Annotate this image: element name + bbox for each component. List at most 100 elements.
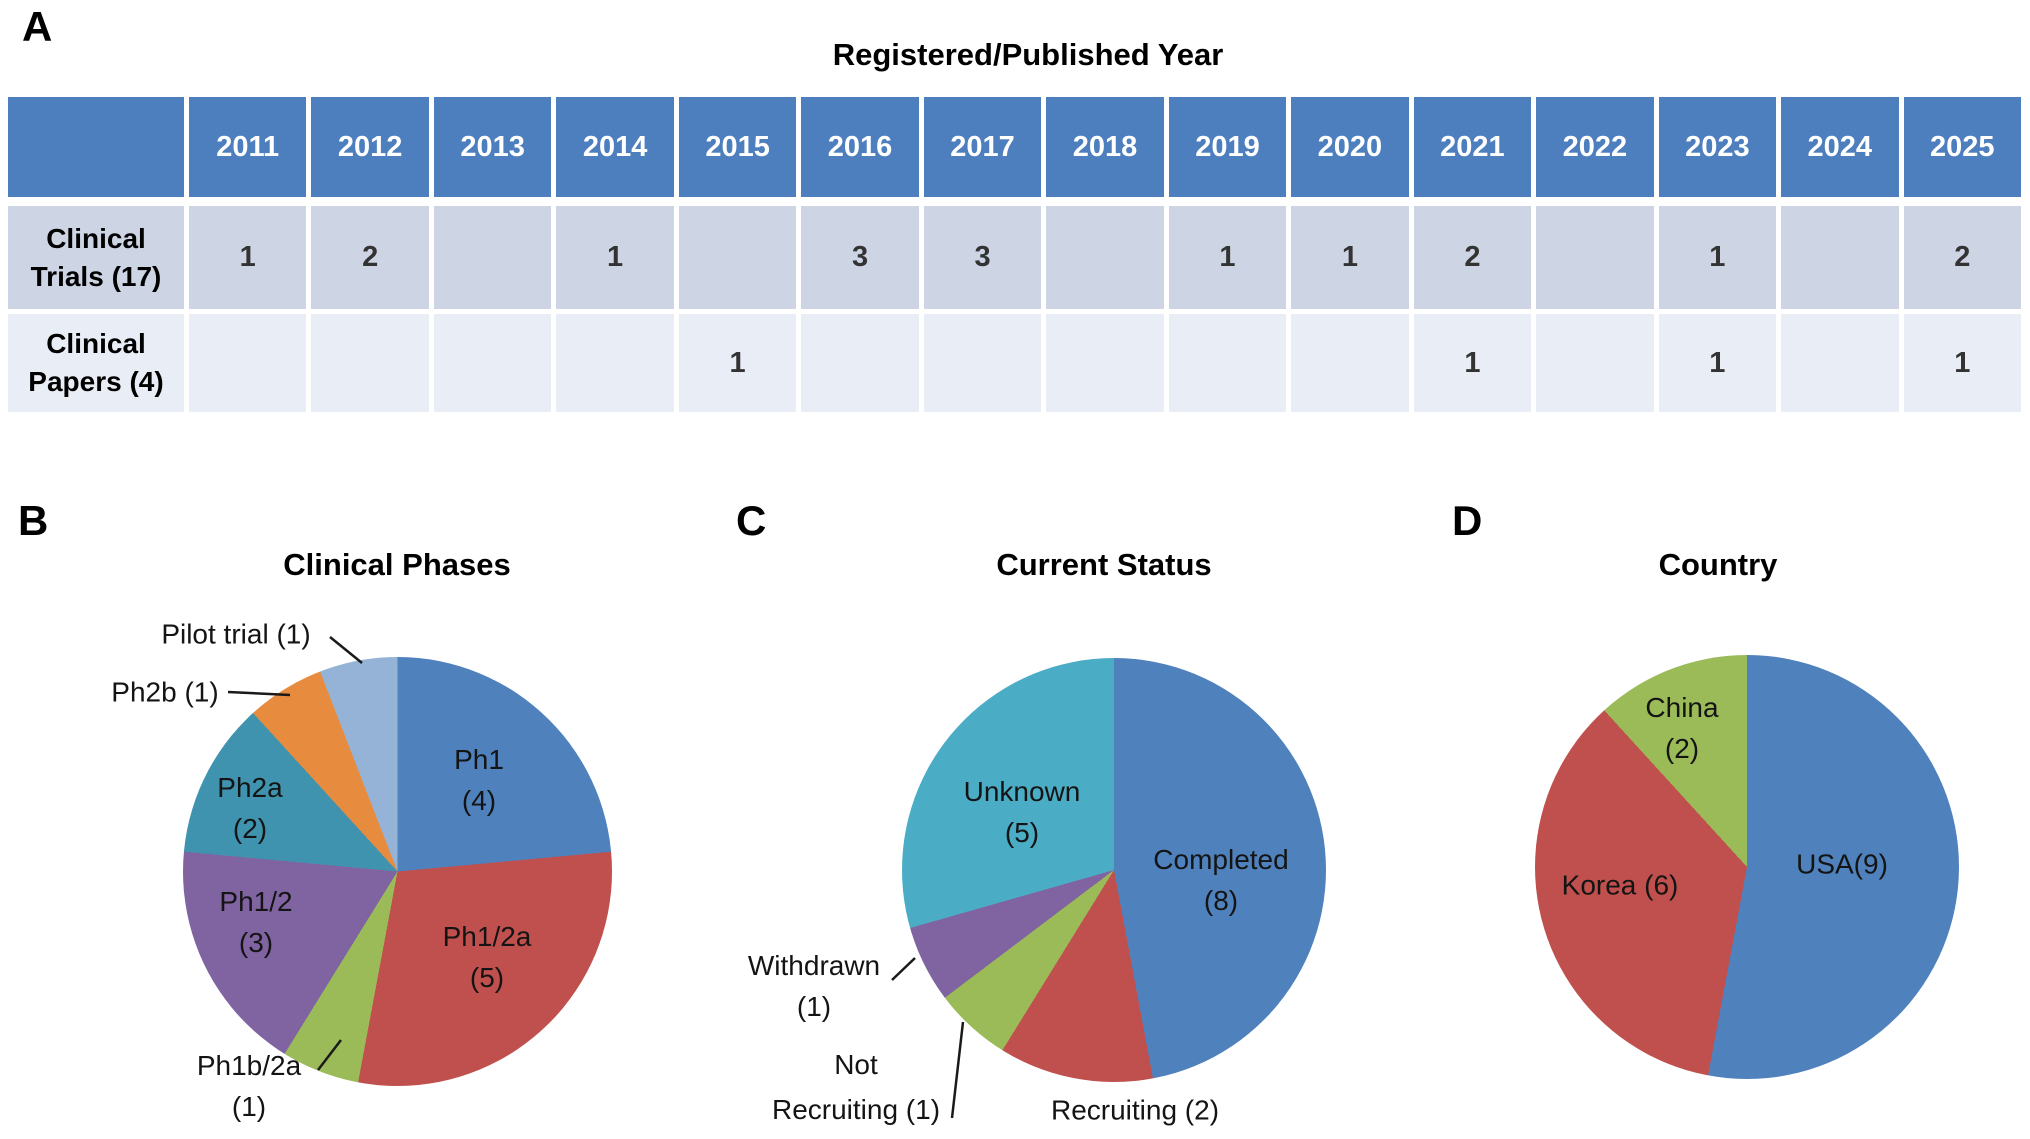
table-cell: [1781, 314, 1899, 412]
year-header: 2017: [923, 97, 1042, 197]
year-header: 2019: [1168, 97, 1287, 197]
panel-label-d: D: [1452, 497, 1483, 544]
pie-b-label-ph1-count: (4): [461, 785, 497, 816]
table-cell: [923, 314, 1042, 412]
row-label: Clinical Trials (17): [8, 206, 184, 309]
pie-b-title: Clinical Phases: [283, 547, 511, 582]
table-cell: 2: [1413, 206, 1532, 309]
year-table: 2011 2012 2013 2014 2015 2016 2017 2018 …: [8, 97, 2021, 412]
pie-c-label-completed: Completed (8): [1153, 839, 1288, 921]
pie-c-label-recruiting: Recruiting (2): [1051, 1090, 1219, 1131]
pie-b-label-ph1-2a-count: (5): [469, 962, 505, 993]
pie-chart-country: [1535, 655, 1959, 1079]
year-header: 2018: [1046, 97, 1164, 197]
pie-c-callout-not-recruiting-line2: Recruiting (1): [771, 1094, 941, 1125]
table-cell: 1: [1413, 314, 1532, 412]
pie-c-callout-withdrawn-count: (1): [796, 991, 832, 1022]
table-cell: [433, 314, 552, 412]
pie-d-label-china: China (2): [1645, 687, 1718, 769]
table-cell: [1536, 314, 1654, 412]
table-cell: [1046, 314, 1164, 412]
pie-c-callout-not-recruiting: Not Recruiting (1): [772, 1042, 940, 1132]
table-cell: [311, 314, 429, 412]
pie-b-callout-pilot-trial: Pilot trial (1): [161, 614, 310, 655]
pie-d-title: Country: [1658, 547, 1778, 582]
pie-d-label-korea: Korea (6): [1562, 865, 1679, 906]
year-header: 2023: [1658, 97, 1777, 197]
table-cell: 1: [1658, 314, 1777, 412]
pie-b-label-ph2a-name: Ph2a: [217, 772, 283, 803]
year-header: 2022: [1536, 97, 1654, 197]
pie-b-label-ph1-name: Ph1: [454, 744, 504, 775]
pie-b-callout-ph2b: Ph2b (1): [111, 672, 218, 713]
pie-c-label-completed-count: (8): [1203, 885, 1239, 916]
panel-label-b: B: [18, 497, 49, 544]
table-cell: [1291, 314, 1409, 412]
table-cell: 1: [1903, 314, 2021, 412]
table-cell: 1: [1658, 206, 1777, 309]
pie-b-label-ph1-2a-name: Ph1/2a: [442, 921, 532, 952]
table-cell: 1: [1168, 206, 1287, 309]
table-cell: [1781, 206, 1899, 309]
pie-c-label-unknown-name: Unknown: [963, 776, 1081, 807]
pie-b-callout-ph1b-2a: Ph1b/2a (1): [197, 1045, 301, 1127]
year-header: 2013: [433, 97, 552, 197]
panel-label-c: C: [736, 497, 767, 544]
pie-d-label-china-name: China: [1645, 692, 1719, 723]
table-cell: [801, 314, 919, 412]
pie-c-callout-withdrawn-name: Withdrawn: [747, 950, 881, 981]
year-header: 2011: [189, 97, 307, 197]
pie-b-callout-ph1b-2a-count: (1): [231, 1091, 267, 1122]
table-cell: 1: [678, 314, 797, 412]
pie-b-label-ph2a: Ph2a (2): [217, 767, 282, 849]
pie-c-label-completed-name: Completed: [1153, 844, 1289, 875]
table-row-clinical-trials: Clinical Trials (17) 1 2 1 3 3 1 1 2 1 2: [8, 206, 2021, 309]
pie-chart-clinical-phases: [183, 657, 612, 1086]
table-cell: [189, 314, 307, 412]
pie-chart-current-status: [902, 658, 1326, 1082]
year-header: 2014: [556, 97, 674, 197]
pie-b-label-ph1-2-name: Ph1/2: [219, 886, 293, 917]
pie-d-label-china-count: (2): [1664, 733, 1700, 764]
table-cell: 3: [801, 206, 919, 309]
year-header: 2012: [311, 97, 429, 197]
year-header: 2015: [678, 97, 797, 197]
pie-b-label-ph1: Ph1 (4): [454, 739, 504, 821]
pie-c-label-unknown: Unknown (5): [964, 771, 1081, 853]
pie-d-label-korea-text: Korea (6): [1561, 869, 1679, 901]
pie-b-label-ph1-2: Ph1/2 (3): [219, 881, 292, 963]
pie-d-label-usa-text: USA(9): [1796, 848, 1888, 880]
table-cell: [433, 206, 552, 309]
leader-line-withdrawn: [891, 957, 916, 981]
year-header: 2016: [801, 97, 919, 197]
pie-b-label-ph1-2a: Ph1/2a (5): [443, 916, 532, 998]
pie-b-callout-pilot-trial-text: Pilot trial (1): [161, 618, 311, 650]
pie-c-callout-not-recruiting-line1: Not: [834, 1049, 878, 1080]
table-cell: 1: [189, 206, 307, 309]
table-row-clinical-papers: Clinical Papers (4) 1 1 1 1: [8, 314, 2021, 412]
panel-label-a: A: [22, 3, 53, 50]
table-cell: [678, 206, 797, 309]
year-header: 2024: [1781, 97, 1899, 197]
pie-c-callout-withdrawn: Withdrawn (1): [748, 945, 880, 1027]
table-cell: [1046, 206, 1164, 309]
table-title: Registered/Published Year: [832, 37, 1224, 72]
table-cell: 3: [923, 206, 1042, 309]
table-cell: 1: [556, 206, 674, 309]
pie-d-label-usa: USA(9): [1796, 844, 1888, 885]
pie-b-callout-ph2b-text: Ph2b (1): [111, 676, 219, 708]
pie-c-label-unknown-count: (5): [1004, 817, 1040, 848]
table-cell: 2: [1903, 206, 2021, 309]
year-header: 2021: [1413, 97, 1532, 197]
table-cell: [1536, 206, 1654, 309]
pie-c-label-recruiting-text: Recruiting (2): [1050, 1094, 1220, 1126]
pie-b-label-ph1-2-count: (3): [238, 927, 274, 958]
table-cell: 1: [1291, 206, 1409, 309]
year-header: 2020: [1291, 97, 1409, 197]
pie-c-title: Current Status: [996, 547, 1212, 582]
leader-line-not-recruiting: [950, 1021, 965, 1119]
table-cell: 2: [311, 206, 429, 309]
row-label: Clinical Papers (4): [8, 314, 184, 412]
pie-b-label-ph2a-count: (2): [232, 813, 268, 844]
